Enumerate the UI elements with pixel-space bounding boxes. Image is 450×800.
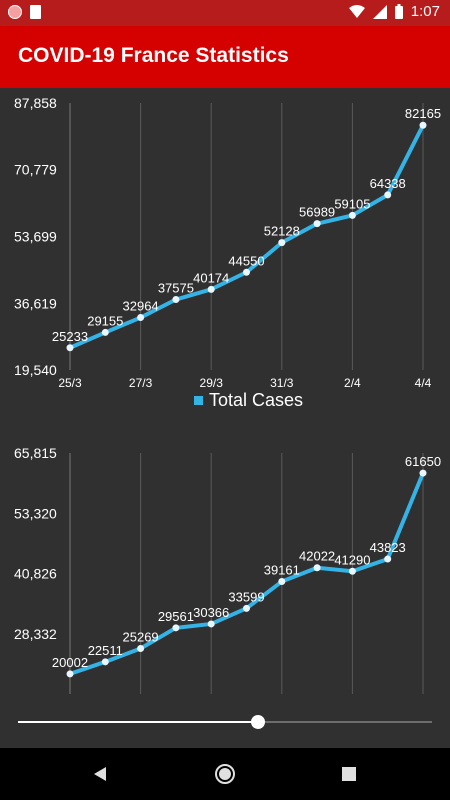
y-tick-label: 53,699 <box>14 229 57 245</box>
legend-label: Total Cases <box>209 390 303 410</box>
x-tick-label: 27/3 <box>129 376 153 390</box>
data-label: 22511 <box>88 643 123 658</box>
data-label: 44550 <box>228 253 264 268</box>
total-cases-chart[interactable]: 87,858 70,779 53,699 36,619 19,540 25/3 27/3 29… <box>0 88 450 418</box>
data-label: 20002 <box>52 655 88 670</box>
data-point <box>348 567 356 575</box>
y-tick-label: 53,320 <box>14 505 57 521</box>
data-label: 37575 <box>158 281 194 296</box>
data-label: 25269 <box>123 630 159 645</box>
slider-fill <box>18 721 259 723</box>
sd-card-icon <box>30 5 41 19</box>
data-label: 43823 <box>370 540 406 555</box>
data-point <box>243 604 250 612</box>
recents-icon <box>342 767 356 781</box>
data-point <box>207 285 215 293</box>
data-label: 41290 <box>334 552 370 567</box>
data-point <box>172 296 180 304</box>
data-label: 30366 <box>193 605 229 620</box>
data-label: 64338 <box>370 176 406 191</box>
y-tick-label: 87,858 <box>14 95 57 111</box>
navigation-bar <box>0 748 450 800</box>
data-point <box>137 314 145 322</box>
data-point <box>172 624 180 632</box>
status-time: 1:07 <box>410 3 440 20</box>
data-label: 40174 <box>193 270 229 285</box>
data-point <box>384 555 392 563</box>
data-point <box>313 564 321 572</box>
data-point <box>348 211 356 219</box>
data-point <box>243 268 250 276</box>
signal-icon <box>372 4 387 19</box>
data-point <box>137 645 145 653</box>
data-point <box>66 344 74 352</box>
data-label: 25233 <box>52 329 88 344</box>
recents-button[interactable] <box>336 761 362 787</box>
slider-thumb[interactable] <box>251 715 266 729</box>
notification-icon <box>8 5 22 19</box>
x-tick-label: 25/3 <box>58 376 82 390</box>
y-tick-label: 36,619 <box>14 295 57 311</box>
x-tick-label: 29/3 <box>200 376 224 390</box>
data-label: 52128 <box>264 224 300 239</box>
data-point <box>66 670 74 678</box>
y-tick-label: 28,332 <box>14 626 57 642</box>
data-point <box>278 239 286 247</box>
data-point <box>278 578 286 586</box>
y-tick-label: 65,815 <box>14 445 57 461</box>
y-tick-label: 70,779 <box>14 162 57 178</box>
x-tick-label: 4/4 <box>415 376 432 390</box>
data-label: 29561 <box>158 609 194 624</box>
page-title: COVID-19 France Statistics <box>18 44 289 67</box>
data-label: 29155 <box>87 313 123 328</box>
data-point <box>419 121 427 129</box>
status-bar: 1:07 <box>0 0 450 26</box>
data-point <box>384 191 392 199</box>
data-point <box>313 220 321 228</box>
legend-swatch <box>194 396 203 405</box>
y-tick-label: 40,826 <box>14 566 57 582</box>
data-label: 56989 <box>299 205 335 220</box>
data-point <box>101 328 109 336</box>
data-label: 33599 <box>228 589 264 604</box>
y-tick-label: 19,540 <box>14 362 57 378</box>
data-point <box>207 620 215 628</box>
data-label: 42022 <box>299 549 335 564</box>
home-icon <box>215 764 235 784</box>
data-label: 32964 <box>123 299 159 314</box>
wifi-icon <box>348 4 365 18</box>
home-button[interactable] <box>212 761 238 787</box>
data-point <box>419 469 427 477</box>
app-bar: COVID-19 France Statistics <box>0 26 450 88</box>
second-cases-chart[interactable]: 65,815 53,320 40,826 28,332 20002 22511 25269 2… <box>0 440 450 700</box>
date-slider[interactable] <box>18 715 432 729</box>
data-label: 39161 <box>264 563 300 578</box>
x-tick-label: 31/3 <box>270 376 294 390</box>
back-icon <box>94 767 106 781</box>
x-tick-label: 2/4 <box>344 376 361 390</box>
battery-icon <box>394 4 403 19</box>
data-label: 82165 <box>405 106 441 121</box>
data-point <box>101 658 109 666</box>
back-button[interactable] <box>87 761 113 787</box>
data-label: 61650 <box>405 454 441 469</box>
data-label: 59105 <box>334 196 370 211</box>
